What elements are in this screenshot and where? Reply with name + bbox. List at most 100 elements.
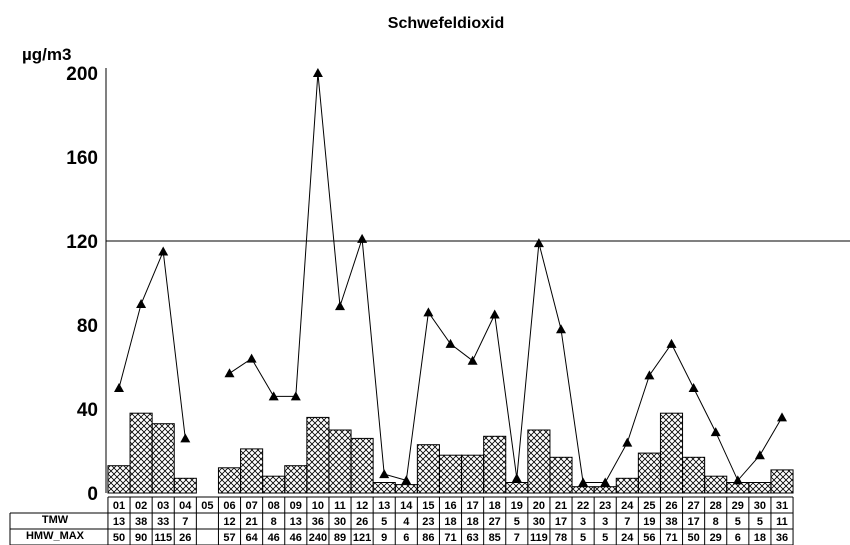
tmw-cell: 8 [271, 516, 277, 528]
tmw-bar [416, 444, 440, 494]
tmw-bar [505, 482, 529, 494]
hmw-max-marker [357, 233, 368, 243]
tmw-bar [549, 456, 573, 494]
x-tick-label: 16 [444, 500, 456, 512]
tmw-bar [328, 429, 352, 494]
hmw-max-cell: 78 [555, 532, 567, 544]
y-tick-label: 200 [66, 64, 98, 85]
x-tick-label: 31 [776, 500, 788, 512]
x-tick-label: 19 [511, 500, 523, 512]
tmw-cell: 5 [757, 516, 763, 528]
hmw-max-cell: 5 [602, 532, 608, 544]
tmw-cell: 5 [735, 516, 741, 528]
hmw-max-cell: 46 [290, 532, 302, 544]
hmw-max-marker [467, 355, 478, 365]
tmw-cell: 18 [466, 516, 478, 528]
tmw-cell: 3 [602, 516, 608, 528]
hmw-max-marker [290, 391, 301, 401]
y-axis-unit-label: µg/m3 [22, 45, 71, 64]
tmw-cell: 11 [776, 516, 788, 528]
x-tick-label: 25 [643, 500, 655, 512]
tmw-bar [129, 412, 153, 494]
tmw-bar [438, 454, 463, 494]
hmw-max-marker [622, 437, 633, 447]
x-tick-label: 18 [489, 500, 501, 512]
x-tick-label: 21 [555, 500, 567, 512]
hmw-max-marker [710, 427, 721, 437]
hmw-max-line-segment [229, 72, 783, 483]
hmw-max-line [114, 68, 787, 487]
x-tick-label: 10 [312, 500, 324, 512]
tmw-cell: 17 [687, 516, 699, 528]
x-tick-label: 28 [710, 500, 722, 512]
hmw-max-cell: 85 [489, 532, 501, 544]
hmw-max-marker [246, 353, 257, 363]
hmw-max-marker [114, 383, 124, 392]
tmw-cell: 30 [334, 516, 346, 528]
hmw-max-marker [224, 368, 235, 378]
tmw-cell: 7 [182, 516, 188, 528]
hmw-max-marker [136, 299, 147, 308]
tmw-bar [350, 437, 374, 494]
hmw-max-cell: 9 [381, 532, 387, 544]
x-tick-label: 22 [577, 500, 589, 512]
hmw-max-cell: 24 [621, 532, 634, 544]
hmw-max-marker [312, 68, 323, 77]
tmw-cell: 38 [135, 516, 147, 528]
tmw-bar [770, 469, 794, 494]
x-tick-label: 05 [201, 500, 213, 512]
hmw-max-marker [754, 450, 765, 460]
tmw-cell: 18 [444, 516, 456, 528]
tmw-cell: 38 [665, 516, 677, 528]
hmw-max-cell: 29 [710, 532, 722, 544]
tmw-cell: 8 [713, 516, 719, 528]
tmw-bar [682, 456, 706, 494]
y-axis: 0 40 80 120 160 200 [66, 64, 98, 505]
hmw-max-marker [158, 246, 169, 256]
hmw-max-cell: 7 [514, 532, 520, 544]
table-row-label-tmw: TMW [42, 514, 69, 526]
tmw-cell: 12 [223, 516, 235, 528]
hmw-max-cell: 71 [665, 532, 677, 544]
x-tick-label: 07 [245, 500, 257, 512]
tmw-cell: 3 [580, 516, 586, 528]
tmw-cell: 13 [290, 516, 302, 528]
x-tick-label: 14 [400, 500, 413, 512]
hmw-max-cell: 71 [444, 532, 456, 544]
tmw-bar [151, 423, 175, 494]
x-tick-label: 04 [179, 500, 192, 512]
tmw-bar [483, 435, 507, 494]
tmw-bar [284, 465, 308, 494]
hmw-max-marker [666, 338, 677, 348]
tmw-bar [593, 486, 617, 494]
tmw-cell: 30 [533, 516, 545, 528]
tmw-cell: 27 [489, 516, 501, 528]
hmw-max-cell: 115 [154, 532, 172, 544]
x-tick-label: 08 [268, 500, 280, 512]
hmw-max-cell: 90 [135, 532, 147, 544]
tmw-bar [637, 452, 661, 494]
tmw-bars [107, 412, 794, 494]
tmw-cell: 4 [403, 516, 410, 528]
tmw-cell: 21 [245, 516, 257, 528]
tmw-bar [240, 448, 264, 494]
x-tick-label: 20 [533, 500, 545, 512]
tmw-bar [659, 412, 684, 494]
hmw-max-cell: 6 [403, 532, 409, 544]
hmw-max-marker [688, 383, 699, 392]
hmw-max-cell: 63 [466, 532, 478, 544]
tmw-bar [704, 475, 728, 494]
hmw-max-marker [511, 473, 522, 483]
x-tick-label: 12 [356, 500, 368, 512]
hmw-max-marker [489, 309, 500, 319]
x-tick-label: 06 [223, 500, 235, 512]
x-tick-label: 15 [422, 500, 434, 512]
tmw-cell: 7 [624, 516, 630, 528]
tmw-cell: 36 [312, 516, 324, 528]
y-tick-label: 120 [66, 232, 98, 253]
hmw-max-cell: 6 [735, 532, 741, 544]
tmw-bar [394, 484, 418, 494]
hmw-max-marker [379, 469, 390, 479]
